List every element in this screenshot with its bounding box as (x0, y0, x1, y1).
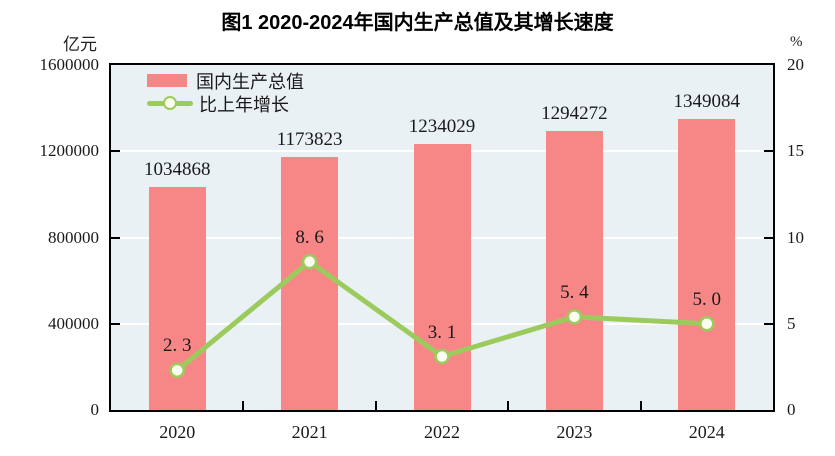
bar-value-label: 1349084 (673, 91, 741, 113)
legend: 国内生产总值 比上年增长 (147, 69, 304, 115)
x-axis-tick (242, 401, 245, 410)
gdp-bar (413, 143, 471, 410)
x-axis-tick (374, 401, 377, 410)
growth-marker (566, 309, 583, 325)
growth-marker (699, 316, 715, 332)
x-axis-tick (507, 401, 510, 410)
ticks-layer (111, 65, 773, 410)
chart-title: 图1 2020-2024年国内生产总值及其增长速度 (221, 12, 614, 34)
x-axis-year-label: 2022 (424, 422, 460, 442)
plot-area: 1034868 2. 3 1173823 8. 6 1234029 3. 1 1294272… (109, 63, 775, 412)
left-axis-tick-label: 1200000 (39, 141, 100, 161)
legend-label-gdp: 国内生产总值 (196, 71, 304, 92)
right-axis-tick-label: 15 (787, 141, 804, 161)
growth-marker (169, 362, 185, 379)
left-axis-tick (111, 150, 120, 153)
bars-layer (111, 65, 773, 410)
right-axis-tick-label: 5 (787, 313, 796, 333)
x-axis-year-label: 2020 (159, 422, 196, 442)
growth-marker (434, 348, 450, 365)
gdp-bar (678, 119, 736, 410)
legend-line-marker (163, 96, 177, 110)
right-axis-tick-label: 10 (787, 227, 804, 247)
bar-value-label: 1034868 (143, 158, 211, 180)
left-axis-tick-label: 400000 (48, 313, 99, 333)
right-axis-unit: % (790, 34, 803, 50)
left-axis-unit: 亿元 (63, 35, 97, 54)
legend-item-growth: 比上年增长 (147, 92, 304, 115)
x-axis-year-label: 2024 (688, 422, 725, 442)
right-axis-tick (764, 150, 773, 153)
line-value-label: 5. 0 (692, 288, 722, 310)
gdp-bar (545, 130, 603, 410)
right-axis-tick (764, 322, 773, 325)
line-value-label: 2. 3 (162, 335, 192, 357)
left-axis-tick (111, 322, 120, 325)
legend-item-gdp: 国内生产总值 (147, 69, 304, 92)
right-axis-tick-label: 0 (787, 400, 796, 419)
line-value-label: 5. 4 (560, 281, 589, 303)
left-axis-tick-label: 800000 (48, 227, 99, 247)
x-axis-year-label: 2023 (556, 422, 593, 442)
growth-marker (301, 253, 318, 270)
growth-line-layer (169, 253, 715, 379)
x-axis-year-label: 2021 (291, 422, 328, 442)
left-axis-tick-label: 1600000 (39, 55, 100, 74)
legend-label-growth: 比上年增长 (199, 94, 289, 115)
legend-line-swatch-icon (147, 96, 193, 111)
right-axis-tick (764, 236, 773, 239)
x-axis-tick (639, 401, 642, 410)
legend-bar-swatch-icon (147, 74, 187, 87)
line-value-label: 3. 1 (427, 321, 457, 343)
labels-layer: 1034868 2. 3 1173823 8. 6 1234029 3. 1 1294272… (111, 65, 773, 410)
line-value-label: 8. 6 (295, 226, 324, 248)
right-axis-tick-label: 20 (787, 55, 804, 74)
bar-value-label: 1173823 (276, 128, 343, 150)
bar-value-label: 1294272 (541, 102, 608, 124)
bar-value-label: 1234029 (408, 115, 476, 137)
left-axis-tick-label: 0 (90, 400, 100, 419)
left-axis-tick (111, 236, 120, 239)
gdp-bar (281, 156, 339, 410)
